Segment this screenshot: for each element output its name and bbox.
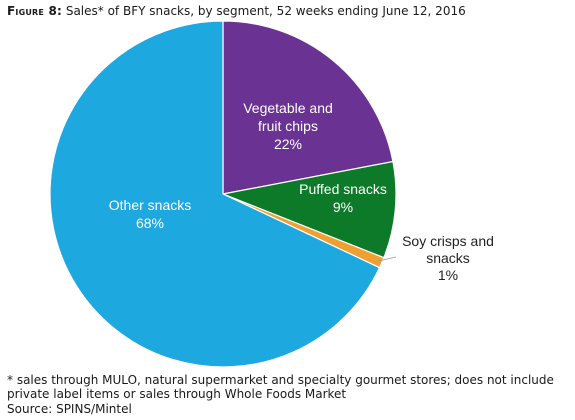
leader-lines [378,256,397,262]
pie-slice-puffed-snacks [222,160,397,259]
slice-name-label: snacks [426,250,470,266]
slice-labels: Vegetable and fruit chips 22% Puffed snacks… [109,100,494,283]
footnote: * sales through MULO, natural supermarke… [7,373,554,401]
slice-label: Soy crisps and snacks 1% [402,233,494,283]
slice-label: Other snacks 68% [109,197,191,231]
source-note: Source: SPINS/Mintel [7,402,132,416]
pie-slice-vegetable-and-fruit-chips [222,20,394,195]
slice-label: Puffed snacks 9% [299,181,387,215]
slice-value-label: 68% [136,215,164,231]
slice-value-label: 22% [274,136,302,152]
slice-name-label: Vegetable and [243,100,333,116]
figure-title-text: Sales* of BFY snacks, by segment, 52 wee… [65,4,466,18]
slice-value-label: 9% [333,199,353,215]
figure-label: Figure 8: [7,4,62,18]
slice-name-label: fruit chips [258,118,318,134]
leader-line [378,256,397,262]
slice-name-label: Other snacks [109,197,191,213]
slice-label: Vegetable and fruit chips 22% [243,100,333,152]
pie-chart: Vegetable and fruit chips 22% Puffed snacks… [49,20,494,368]
figure-title: Figure 8: Sales* of BFY snacks, by segme… [7,3,466,19]
pie-slices [49,20,397,368]
slice-value-label: 1% [438,267,458,283]
slice-name-label: Puffed snacks [299,181,387,197]
pie-slice-other-snacks [49,20,381,368]
slice-name-label: Soy crisps and [402,233,494,249]
